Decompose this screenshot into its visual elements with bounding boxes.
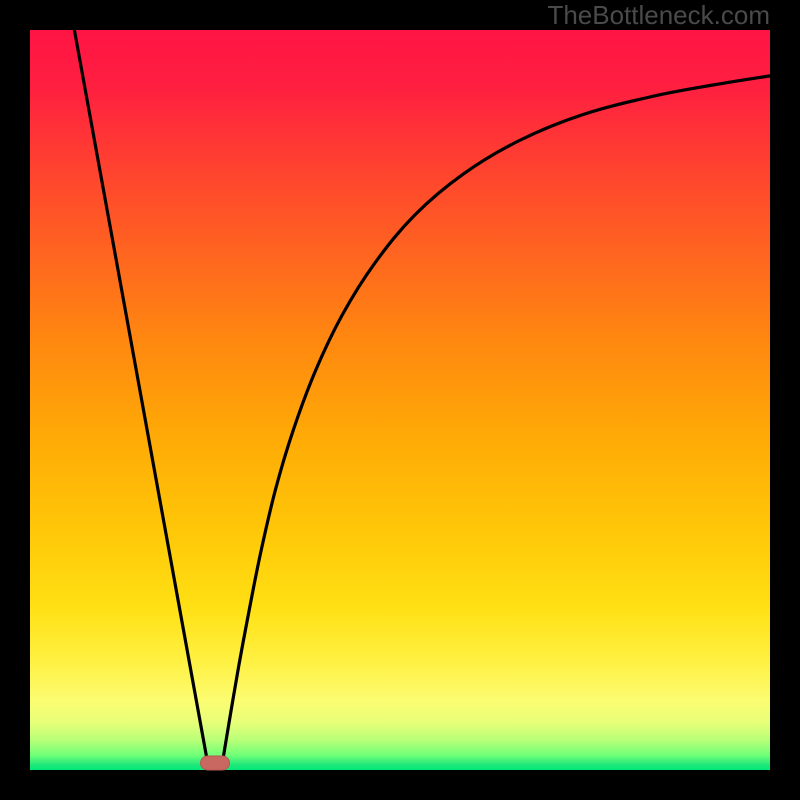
minimum-marker: [200, 755, 230, 770]
bottleneck-curve: [30, 30, 770, 770]
watermark-text: TheBottleneck.com: [547, 0, 770, 31]
chart-root: TheBottleneck.com: [0, 0, 800, 800]
plot-area: [30, 30, 770, 770]
